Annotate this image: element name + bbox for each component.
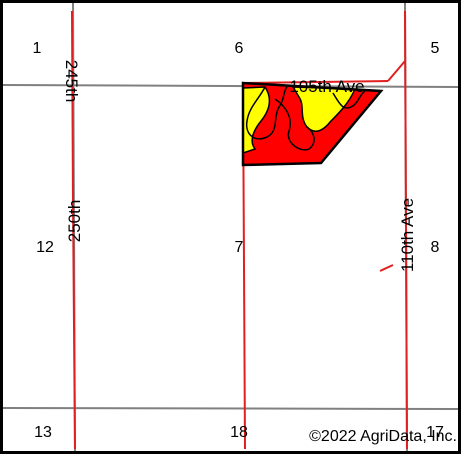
section-label-7: 7	[235, 239, 244, 256]
section-label-13: 13	[34, 424, 52, 441]
section-label-5: 5	[431, 40, 440, 57]
soil-zone-yellow-left	[243, 86, 271, 155]
section-labels: 1 6 5 12 7 8 13 18 17	[33, 40, 444, 441]
field-outline	[241, 81, 384, 167]
road-line-diagonal	[387, 60, 406, 82]
section-label-1: 1	[33, 40, 42, 57]
soil-map: 1 6 5 12 7 8 13 18 17 245th 250th 105th …	[3, 3, 458, 451]
copyright-text: ©2022 AgriData, Inc.	[309, 428, 457, 445]
field	[241, 81, 384, 167]
soil-contour-2	[274, 98, 315, 151]
soil-zone-yellow-top	[291, 86, 357, 132]
grid-line-h-top	[3, 84, 458, 88]
road-label-250th: 250th	[65, 200, 84, 243]
section-label-8: 8	[431, 239, 440, 256]
soil-contour-3	[332, 90, 366, 109]
road-label-110th-ave: 110th Ave	[398, 198, 417, 272]
section-label-17: 17	[426, 424, 444, 441]
section-label-12: 12	[36, 239, 54, 256]
road-line-245th	[71, 10, 74, 204]
section-label-18: 18	[230, 424, 248, 441]
grid-line-h-bottom	[3, 407, 458, 410]
road-line-stub	[379, 264, 394, 272]
road-label-105th-ave: 105th Ave	[289, 77, 364, 96]
section-label-6: 6	[235, 40, 244, 57]
road-line-105th	[242, 80, 389, 84]
soil-contour-1	[245, 86, 288, 140]
road-line-250th	[72, 202, 76, 450]
road-labels: 245th 250th 105th Ave 110th Ave	[62, 60, 417, 272]
road-line-110th	[404, 10, 408, 450]
road-label-245th: 245th	[62, 60, 81, 103]
